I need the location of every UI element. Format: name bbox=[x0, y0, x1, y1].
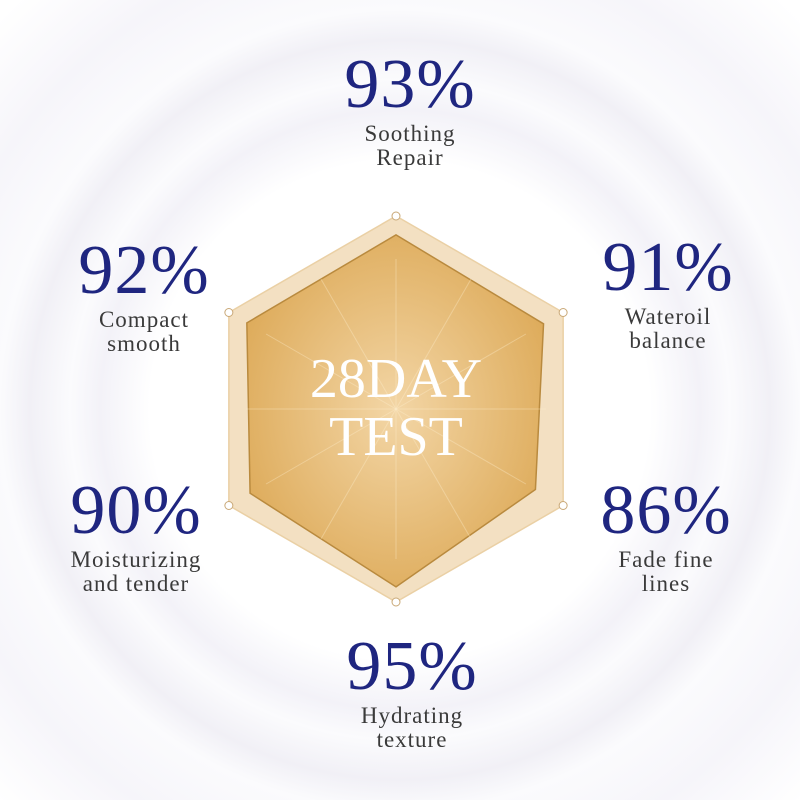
radar-axis-marker bbox=[224, 501, 234, 510]
category-label: Soothing Repair bbox=[364, 121, 456, 170]
label-compact-smooth: 92% Compact smooth bbox=[24, 236, 264, 356]
category-label: Compact smooth bbox=[98, 307, 190, 356]
radar-axis-marker bbox=[558, 501, 568, 510]
value-label: 90% bbox=[70, 472, 202, 549]
radar-spoke bbox=[320, 408, 397, 540]
value-label: 92% bbox=[78, 232, 210, 309]
radar-axis-marker bbox=[224, 308, 234, 317]
label-moisturizing-tender: 90% Moisturizing and tender bbox=[16, 476, 256, 596]
value-label: 93% bbox=[344, 46, 476, 123]
label-soothing-repair: 93% Soothing Repair bbox=[290, 50, 530, 170]
label-fade-fine-lines: 86% Fade fine lines bbox=[546, 476, 786, 596]
label-wateroil-balance: 91% Wateroil balance bbox=[548, 233, 788, 353]
radar-axis-marker bbox=[391, 597, 401, 607]
value-label: 91% bbox=[602, 229, 734, 306]
value-label: 95% bbox=[346, 628, 478, 705]
radar-spoke bbox=[265, 333, 397, 410]
radar-spoke bbox=[320, 278, 397, 410]
radar-axis-marker bbox=[391, 211, 401, 221]
radar-spoke bbox=[395, 408, 472, 540]
category-label: Wateroil balance bbox=[624, 304, 712, 353]
center-title-line2: TEST bbox=[329, 406, 463, 468]
center-title: 28DAY TEST bbox=[310, 350, 482, 466]
radar-spoke bbox=[395, 408, 527, 485]
label-hydrating-texture: 95% Hydrating texture bbox=[292, 632, 532, 752]
value-label: 86% bbox=[600, 472, 732, 549]
radar-spoke bbox=[395, 278, 472, 410]
category-label: Fade fine lines bbox=[618, 547, 714, 596]
radar-axis-marker bbox=[558, 308, 568, 317]
radar-spoke bbox=[265, 408, 397, 485]
category-label: Hydrating texture bbox=[360, 703, 464, 752]
center-title-line1: 28DAY bbox=[309, 348, 483, 410]
radar-spoke bbox=[395, 333, 527, 410]
radar-data-polygon bbox=[246, 234, 545, 588]
category-label: Moisturizing and tender bbox=[70, 547, 202, 596]
